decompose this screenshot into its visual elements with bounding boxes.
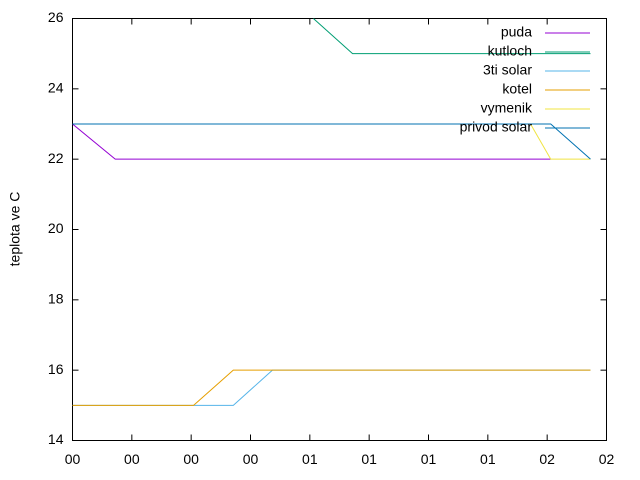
y-tick-label: 20 [48, 220, 64, 236]
y-axis-label: teplota ve C [7, 192, 23, 267]
x-tick-label: 02 [539, 451, 555, 467]
y-tick-label: 24 [48, 80, 64, 96]
y-tick-label: 22 [48, 150, 64, 166]
legend-label: vymenik [481, 100, 533, 116]
x-tick-label: 00 [124, 451, 140, 467]
y-tick-label: 18 [48, 291, 64, 307]
legend-label: puda [501, 24, 532, 40]
y-tick-label: 14 [48, 431, 64, 447]
legend-label: kutloch [488, 43, 532, 59]
x-tick-label: 01 [361, 451, 377, 467]
x-tick-label: 00 [183, 451, 199, 467]
x-tick-label: 00 [65, 451, 81, 467]
x-tick-label: 02 [599, 451, 615, 467]
x-tick-label: 00 [243, 451, 259, 467]
legend-label: privod solar [460, 119, 533, 135]
data-line [72, 369, 591, 406]
legend-label: kotel [502, 81, 532, 97]
x-tick-label: 01 [302, 451, 318, 467]
data-line [72, 123, 591, 160]
data-line [72, 369, 591, 406]
data-line [72, 123, 551, 160]
y-tick-label: 16 [48, 361, 64, 377]
legend-label: 3ti solar [483, 62, 532, 78]
y-tick-label: 26 [48, 9, 64, 25]
x-tick-label: 01 [421, 451, 437, 467]
data-line [313, 18, 591, 55]
x-tick-label: 01 [480, 451, 496, 467]
